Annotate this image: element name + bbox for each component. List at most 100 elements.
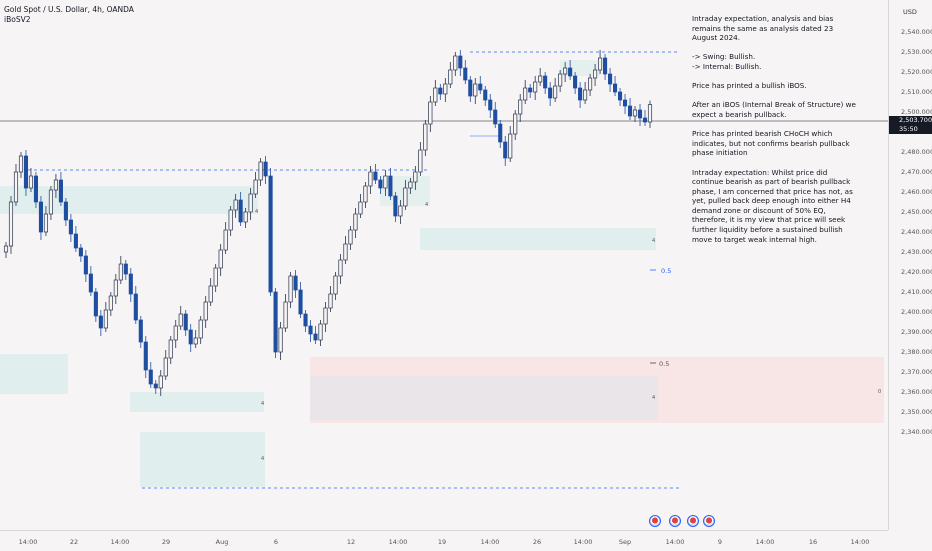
candle-body (18, 155, 24, 173)
candle-body (343, 243, 348, 261)
candle-body (48, 189, 53, 215)
price-tick-label: 2,510.000 (901, 88, 932, 96)
candle-body (403, 187, 408, 207)
candle-body (463, 67, 468, 81)
time-tick-label: 22 (69, 538, 79, 546)
candle-body (98, 315, 103, 329)
zone-label-3: 4 (425, 202, 428, 208)
price-tick-label: 2,530.000 (901, 48, 932, 56)
candle-body (647, 104, 653, 123)
time-tick-label: Aug (215, 538, 229, 546)
candle-body (43, 213, 48, 233)
note-paragraph: Intraday expectation, analysis and bias … (692, 14, 834, 43)
time-axis[interactable]: 14:00 22 14:00 29 Aug 6 12 14:00 19 14:00 26 14:00 S… (0, 530, 888, 551)
candle-body (518, 99, 523, 115)
candle-body (63, 201, 68, 221)
candle-body (433, 87, 438, 103)
time-tick-label: 19 (437, 538, 447, 546)
candle-body (637, 109, 643, 119)
current-price-value: 2,503.700 (899, 116, 932, 124)
candle-body (353, 213, 358, 231)
time-tick-label: 14:00 (850, 538, 870, 546)
candle-body (73, 233, 78, 249)
time-tick-label: 14:00 (665, 538, 685, 546)
candle-body (178, 313, 183, 327)
candle-body (428, 101, 433, 125)
time-tick-label: 12 (346, 538, 356, 546)
fib-eq-upper-label: 0.5 (661, 267, 671, 275)
candle-body (508, 133, 513, 159)
candle-body (453, 55, 458, 71)
zone-label-7: 0 (878, 389, 881, 395)
candle-body (263, 161, 268, 177)
candle-body (573, 75, 578, 89)
time-tick-label: 9 (717, 538, 723, 546)
time-tick-label: 6 (273, 538, 279, 546)
candle-body (213, 267, 218, 287)
candle-body (378, 179, 383, 189)
candle-body (248, 193, 253, 213)
candle-body (328, 293, 333, 309)
note-paragraph: Intraday expectation: Whilst price did c… (692, 167, 853, 244)
candle-body (188, 329, 193, 345)
us-flag-event-icon[interactable] (703, 515, 715, 527)
indicator-label[interactable]: iBoSV2 (4, 15, 31, 24)
price-tick-label: 2,450.000 (901, 208, 932, 216)
candle-body (303, 313, 308, 327)
candle-body (78, 247, 83, 257)
zone-label-6: 4 (261, 456, 264, 462)
price-tick-label: 2,380.000 (901, 348, 932, 356)
candle-body (423, 123, 428, 151)
candle-body (498, 123, 503, 143)
candle-body (113, 279, 118, 297)
demand-zone-mid (130, 392, 264, 412)
price-tick-label: 2,520.000 (901, 68, 932, 76)
candle-body (383, 175, 388, 189)
candle-body (33, 175, 39, 203)
us-flag-event-icon[interactable] (687, 515, 699, 527)
symbol-title[interactable]: Gold Spot / U.S. Dollar, 4h, OANDA (4, 5, 134, 14)
demand-zone-low (140, 432, 265, 487)
time-tick-label: 14:00 (110, 538, 130, 546)
candle-body (603, 57, 608, 75)
candle-body (473, 83, 478, 97)
candle-body (173, 325, 178, 341)
candle-body (632, 109, 638, 117)
candle-body (458, 55, 463, 69)
candle-body (538, 75, 543, 83)
candle-body (468, 79, 473, 97)
candle-body (288, 275, 293, 303)
candle-body (543, 75, 548, 89)
price-chart[interactable]: 0.5 0.5 4 4 4 4 4 4 0 (0, 0, 888, 530)
candle-body (588, 77, 593, 91)
price-axis[interactable]: USD 2,540.000 2,530.000 2,520.000 2,510.000… (888, 0, 932, 530)
chart-area[interactable]: 0.5 0.5 4 4 4 4 4 4 0 Gold Spot / U.S. D… (0, 0, 888, 530)
price-tick-label: 2,350.000 (901, 408, 932, 416)
candle-body (273, 291, 278, 353)
grey-zone-inner (310, 376, 658, 420)
candle-body (293, 275, 298, 291)
candle-body (563, 67, 568, 75)
candle-body (38, 201, 43, 233)
us-flag-event-icon[interactable] (649, 515, 661, 527)
candle-body (143, 341, 148, 371)
time-tick-label: 14:00 (18, 538, 38, 546)
candle-body (308, 325, 313, 335)
price-tick-label: 2,500.000 (901, 108, 932, 116)
candle-body (642, 117, 648, 123)
currency-label[interactable]: USD (903, 8, 917, 16)
candle-body (13, 171, 19, 203)
candle-body (553, 85, 558, 99)
candle-body (478, 83, 483, 91)
note-paragraph: -> Swing: Bullish. -> Internal: Bullish. (692, 52, 762, 71)
candle-body (53, 179, 58, 191)
candle-body (393, 195, 398, 217)
candle-body (358, 201, 363, 215)
candle-body (228, 209, 233, 231)
us-flag-event-icon[interactable] (669, 515, 681, 527)
candle-body (523, 87, 528, 101)
candle-body (448, 69, 453, 85)
candle-body (398, 205, 403, 217)
candle-body (103, 309, 108, 329)
candle-body (483, 89, 488, 101)
